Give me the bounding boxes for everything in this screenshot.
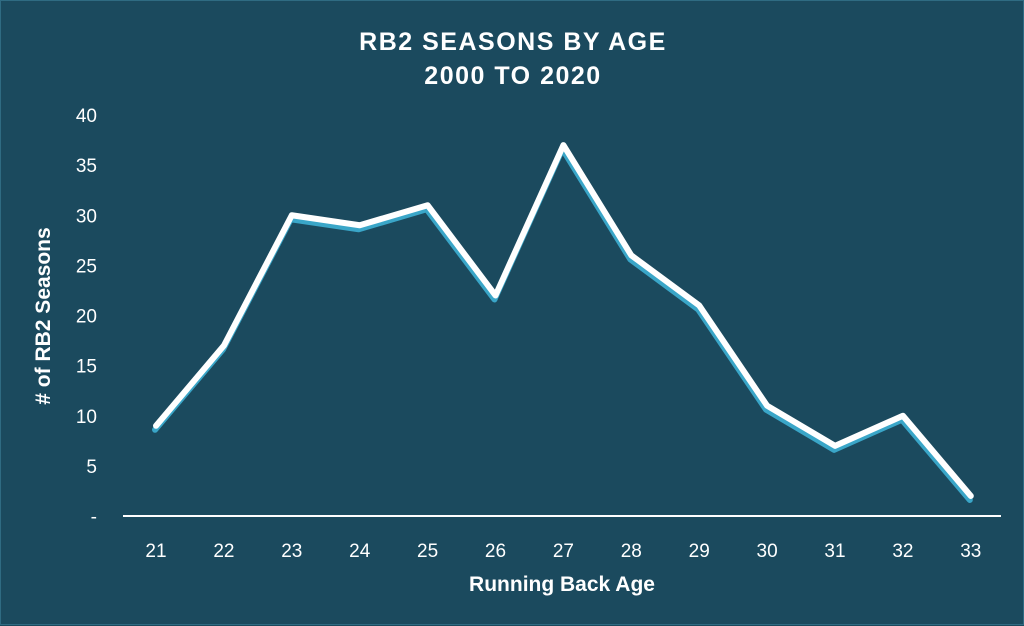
data-point [696, 302, 702, 308]
data-point [968, 493, 974, 499]
y-tick-label: - [91, 507, 97, 528]
y-tick-label: 15 [76, 357, 97, 378]
x-axis-ticks: 21 22 23 24 25 26 27 28 29 30 31 32 33 [145, 541, 981, 562]
x-tick-label: 31 [824, 541, 845, 562]
drop-lines [155, 145, 972, 516]
chart-title-block: RB2 SEASONS BY AGE 2000 TO 2020 [1, 25, 1024, 93]
data-point [153, 423, 159, 429]
data-point [900, 413, 906, 419]
y-tick-label: 20 [76, 307, 97, 328]
series-line-shadow [152, 146, 973, 503]
data-points [153, 142, 974, 499]
y-tick-label: 25 [76, 256, 97, 277]
chart-subtitle: 2000 TO 2020 [424, 62, 602, 90]
x-tick-label: 21 [145, 541, 166, 562]
data-point [764, 403, 770, 409]
x-tick-label: 32 [892, 541, 913, 562]
x-tick-label: 28 [621, 541, 642, 562]
x-tick-label: 22 [213, 541, 234, 562]
y-tick-label: 35 [76, 156, 97, 177]
x-tick-label: 25 [417, 541, 438, 562]
x-tick-label: 23 [281, 541, 302, 562]
data-point [425, 202, 431, 208]
x-tick-label: 27 [553, 541, 574, 562]
data-point [357, 222, 363, 228]
y-axis-ticks: - 5 10 15 20 25 30 35 40 [76, 106, 97, 528]
data-point [221, 343, 227, 349]
data-point [493, 292, 498, 298]
data-point [628, 252, 634, 258]
x-tick-label: 29 [689, 541, 710, 562]
y-tick-label: 10 [76, 407, 97, 428]
data-point [289, 212, 295, 218]
x-tick-label: 26 [485, 541, 506, 562]
y-tick-label: 5 [86, 457, 97, 478]
x-tick-label: 24 [349, 541, 371, 562]
data-point [832, 443, 838, 449]
x-axis-label: Running Back Age [469, 573, 655, 596]
x-tick-label: 30 [757, 541, 778, 562]
y-tick-label: 30 [76, 206, 97, 227]
y-axis-label: # of RB2 Seasons [32, 227, 55, 404]
x-tick-label: 33 [960, 541, 981, 562]
chart-title: RB2 SEASONS BY AGE [359, 28, 667, 56]
y-tick-label: 40 [76, 106, 97, 127]
data-point [560, 142, 566, 148]
